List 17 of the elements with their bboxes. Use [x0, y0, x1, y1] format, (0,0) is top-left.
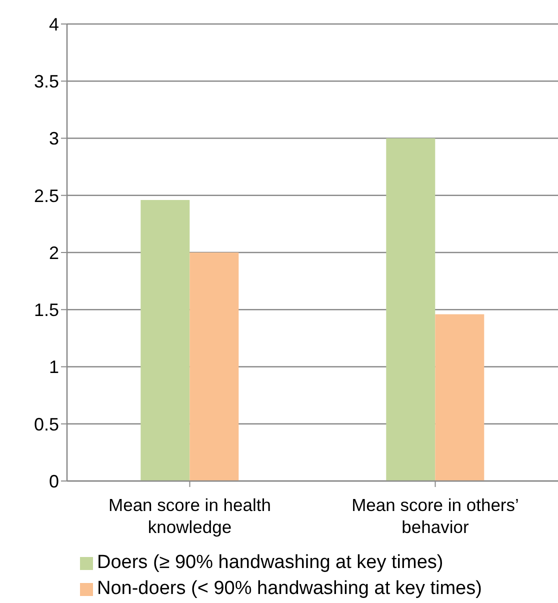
legend-label: Non-doers (< 90% handwashing at key times)	[97, 577, 482, 601]
y-tick-label: 2	[48, 242, 59, 263]
y-tick-label: 0.5	[34, 414, 59, 434]
y-tick-label: 1	[48, 357, 59, 378]
y-tick-label: 2.5	[34, 186, 59, 206]
x-tick-label: Mean score in health knowledge	[108, 495, 271, 537]
y-tick-label: 3	[48, 128, 59, 149]
y-tick-label: 1.5	[34, 300, 59, 320]
bar	[435, 314, 484, 481]
y-tick-label: 4	[48, 14, 59, 34]
bar	[140, 200, 190, 481]
y-tick-label: 0	[48, 471, 59, 492]
x-tick-label: Mean score in others’ behavior	[352, 495, 519, 537]
legend-label: Doers (≥ 90% handwashing at key times)	[97, 551, 444, 575]
y-tick-label: 3.5	[34, 72, 59, 92]
bar	[386, 138, 436, 481]
bar	[190, 252, 239, 481]
